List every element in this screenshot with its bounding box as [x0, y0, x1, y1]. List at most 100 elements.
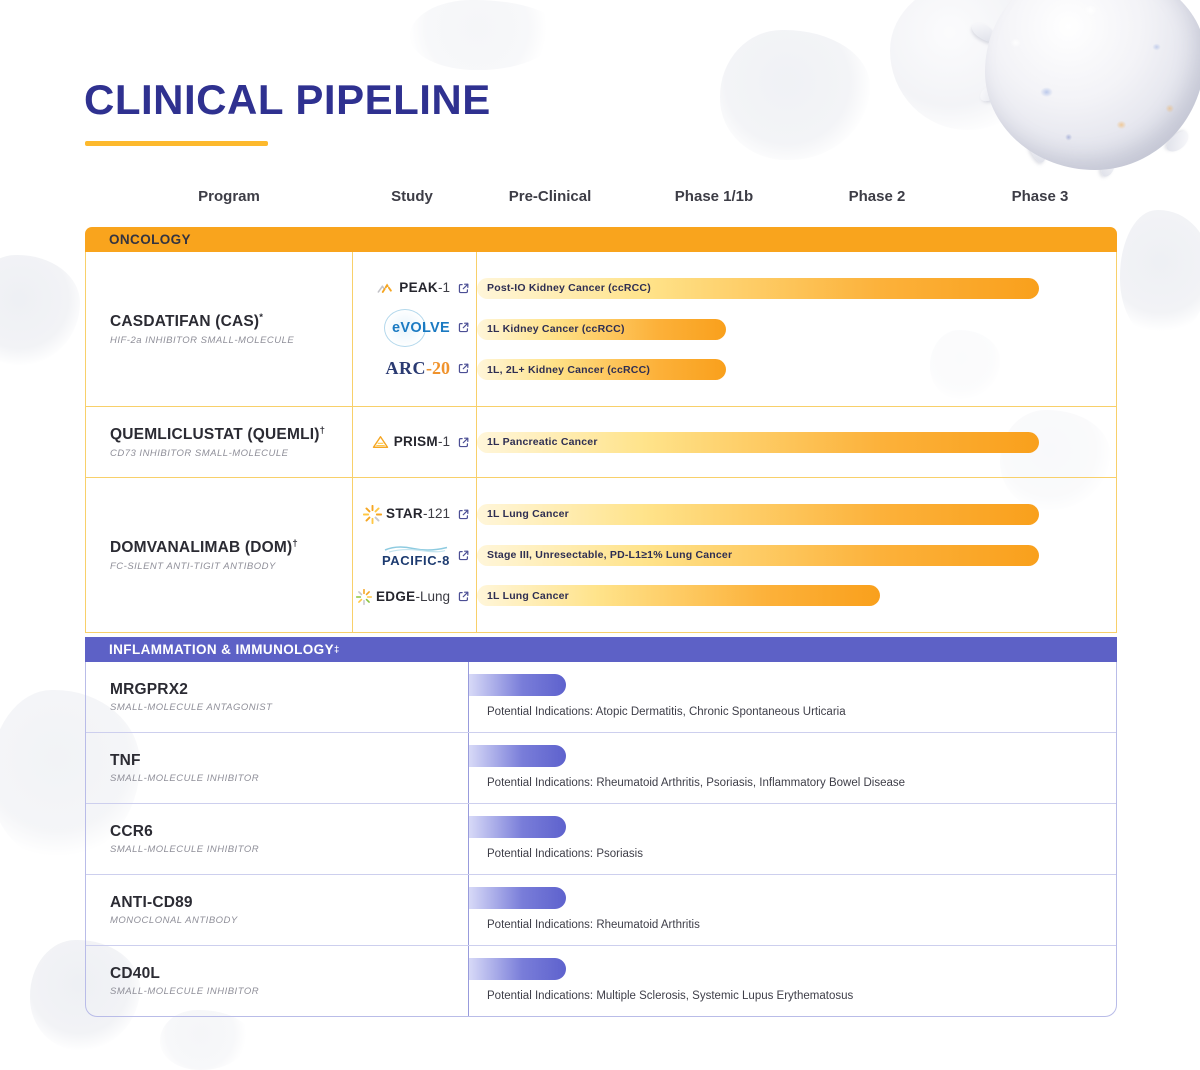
- external-link-icon[interactable]: [457, 590, 470, 603]
- study-cell: STAR-121 PACIFIC-8: [352, 478, 477, 632]
- program-row-anti-cd89: ANTI-CD89 MONOCLONAL ANTIBODY Potential …: [86, 875, 1116, 946]
- pipeline-table: ONCOLOGY CASDATIFAN (CAS)* HIF-2a INHIBI…: [85, 227, 1117, 1017]
- external-link-icon[interactable]: [457, 282, 470, 295]
- program-info: MRGPRX2 SMALL-MOLECULE ANTAGONIST: [86, 662, 468, 732]
- decorative-cell-image: [969, 0, 1200, 179]
- background-splotch: [720, 30, 870, 160]
- program-row-mrgprx2: MRGPRX2 SMALL-MOLECULE ANTAGONIST Potent…: [86, 662, 1116, 733]
- background-splotch: [1120, 210, 1200, 340]
- evolve-logo-ring: [384, 308, 427, 347]
- program-row-cd40l: CD40L SMALL-MOLECULE INHIBITOR Potential…: [86, 946, 1116, 1016]
- potential-indications: Potential Indications: Rheumatoid Arthri…: [487, 919, 700, 931]
- program-info: QUEMLICLUSTAT (QUEMLI)† CD73 INHIBITOR S…: [86, 407, 352, 477]
- footnote-marker: ‡: [333, 644, 340, 655]
- pipeline-bar-peak-1: Post-IO Kidney Cancer (ccRCC): [477, 277, 1040, 299]
- external-link-icon[interactable]: [457, 436, 470, 449]
- program-info: ANTI-CD89 MONOCLONAL ANTIBODY: [86, 875, 468, 945]
- immunology-section: MRGPRX2 SMALL-MOLECULE ANTAGONIST Potent…: [85, 662, 1117, 1017]
- column-header-phase3: Phase 3: [1011, 188, 1069, 205]
- study-star-121: STAR-121: [363, 504, 470, 524]
- background-splotch: [410, 0, 560, 70]
- study-arc-20: ARC-20: [386, 358, 471, 379]
- footnote-marker: †: [319, 425, 326, 437]
- external-link-icon[interactable]: [457, 549, 470, 562]
- footnote-marker: *: [259, 312, 264, 324]
- bars-cell: Potential Indications: Rheumatoid Arthri…: [468, 875, 1116, 945]
- program-info: CD40L SMALL-MOLECULE INHIBITOR: [86, 946, 468, 1016]
- program-name: DOMVANALIMAB (DOM)†: [110, 538, 298, 557]
- page-title: CLINICAL PIPELINE: [84, 76, 491, 123]
- program-row-ccr6: CCR6 SMALL-MOLECULE INHIBITOR Potential …: [86, 804, 1116, 875]
- program-row-tnf: TNF SMALL-MOLECULE INHIBITOR Potential I…: [86, 733, 1116, 804]
- program-row-domvanalimab: DOMVANALIMAB (DOM)† FC-SILENT ANTI-TIGIT…: [86, 478, 1116, 632]
- program-modality: SMALL-MOLECULE INHIBITOR: [110, 986, 260, 997]
- study-cell: PRISM-1: [352, 407, 477, 477]
- external-link-icon[interactable]: [457, 508, 470, 521]
- program-modality: SMALL-MOLECULE ANTAGONIST: [110, 702, 273, 713]
- title-underline: [85, 141, 268, 146]
- program-info: TNF SMALL-MOLECULE INHIBITOR: [86, 733, 468, 803]
- program-info: CASDATIFAN (CAS)* HIF-2a INHIBITOR SMALL…: [86, 252, 352, 406]
- section-header-immunology: INFLAMMATION & IMMUNOLOGY ‡: [85, 637, 1117, 662]
- bars-cell: Potential Indications: Multiple Sclerosi…: [468, 946, 1116, 1016]
- bars-cell: Post-IO Kidney Cancer (ccRCC) 1L Kidney …: [477, 252, 1116, 406]
- oncology-section: CASDATIFAN (CAS)* HIF-2a INHIBITOR SMALL…: [85, 252, 1117, 633]
- peak-logo-icon: [377, 283, 394, 294]
- section-header-oncology: ONCOLOGY: [85, 227, 1117, 252]
- study-peak-1: PEAK-1: [376, 279, 470, 297]
- pacific-wave-icon: [384, 546, 448, 553]
- bars-cell: 1L Pancreatic Cancer: [477, 407, 1116, 477]
- program-name: CD40L: [110, 965, 161, 982]
- preclinical-bar: [469, 816, 567, 838]
- program-modality: CD73 INHIBITOR SMALL-MOLECULE: [110, 447, 289, 459]
- preclinical-bar: [469, 887, 567, 909]
- pipeline-bar-arc-20: 1L, 2L+ Kidney Cancer (ccRCC): [477, 359, 727, 381]
- bars-cell: Potential Indications: Psoriasis: [468, 804, 1116, 874]
- external-link-icon[interactable]: [457, 321, 470, 334]
- pipeline-bar-pacific-8: Stage III, Unresectable, PD-L1≥1% Lung C…: [477, 544, 1040, 566]
- prism-logo-icon: [372, 436, 388, 448]
- program-modality: FC-SILENT ANTI-TIGIT ANTIBODY: [110, 560, 276, 572]
- pipeline-bar-evolve: 1L Kidney Cancer (ccRCC): [477, 318, 727, 340]
- footnote-marker: †: [292, 538, 298, 550]
- program-name: ANTI-CD89: [110, 894, 193, 911]
- program-name: CCR6: [110, 823, 154, 840]
- program-info: DOMVANALIMAB (DOM)† FC-SILENT ANTI-TIGIT…: [86, 478, 352, 632]
- program-name: CASDATIFAN (CAS)*: [110, 312, 264, 331]
- program-info: CCR6 SMALL-MOLECULE INHIBITOR: [86, 804, 468, 874]
- study-cell: PEAK-1 eVOLVE ARC-20: [352, 252, 477, 406]
- preclinical-bar: [469, 745, 567, 767]
- preclinical-bar: [469, 958, 567, 980]
- bars-cell: Potential Indications: Atopic Dermatitis…: [468, 662, 1116, 732]
- bars-cell: 1L Lung Cancer Stage III, Unresectable, …: [477, 478, 1116, 632]
- program-modality: HIF-2a INHIBITOR SMALL-MOLECULE: [110, 334, 295, 346]
- bars-cell: Potential Indications: Rheumatoid Arthri…: [468, 733, 1116, 803]
- star-logo-icon: [363, 504, 383, 524]
- program-modality: SMALL-MOLECULE INHIBITOR: [110, 844, 260, 855]
- program-name: TNF: [110, 752, 141, 769]
- column-header-preclinical: Pre-Clinical: [508, 188, 592, 205]
- potential-indications: Potential Indications: Psoriasis: [487, 848, 643, 860]
- column-header-phase2: Phase 2: [848, 188, 906, 205]
- edge-logo-icon: [356, 588, 372, 605]
- external-link-icon[interactable]: [457, 362, 470, 375]
- program-row-casdatifan: CASDATIFAN (CAS)* HIF-2a INHIBITOR SMALL…: [86, 252, 1116, 407]
- potential-indications: Potential Indications: Atopic Dermatitis…: [487, 706, 846, 718]
- program-row-quemliclustat: QUEMLICLUSTAT (QUEMLI)† CD73 INHIBITOR S…: [86, 407, 1116, 478]
- study-edge-lung: EDGE-Lung: [356, 588, 470, 606]
- preclinical-bar: [469, 674, 567, 696]
- pipeline-bar-star-121: 1L Lung Cancer: [477, 503, 1040, 525]
- study-prism-1: PRISM-1: [371, 433, 470, 451]
- column-header-phase1: Phase 1/1b: [674, 188, 754, 205]
- program-modality: SMALL-MOLECULE INHIBITOR: [110, 773, 260, 784]
- pipeline-bar-edge-lung: 1L Lung Cancer: [477, 585, 880, 607]
- program-name: QUEMLICLUSTAT (QUEMLI)†: [110, 425, 326, 444]
- background-splotch: [160, 1010, 250, 1070]
- study-evolve: eVOLVE: [384, 308, 470, 347]
- study-pacific-8: PACIFIC-8: [382, 544, 470, 567]
- program-modality: MONOCLONAL ANTIBODY: [110, 915, 238, 926]
- program-name: MRGPRX2: [110, 681, 189, 698]
- background-splotch: [0, 255, 80, 365]
- column-header-study: Study: [391, 188, 433, 205]
